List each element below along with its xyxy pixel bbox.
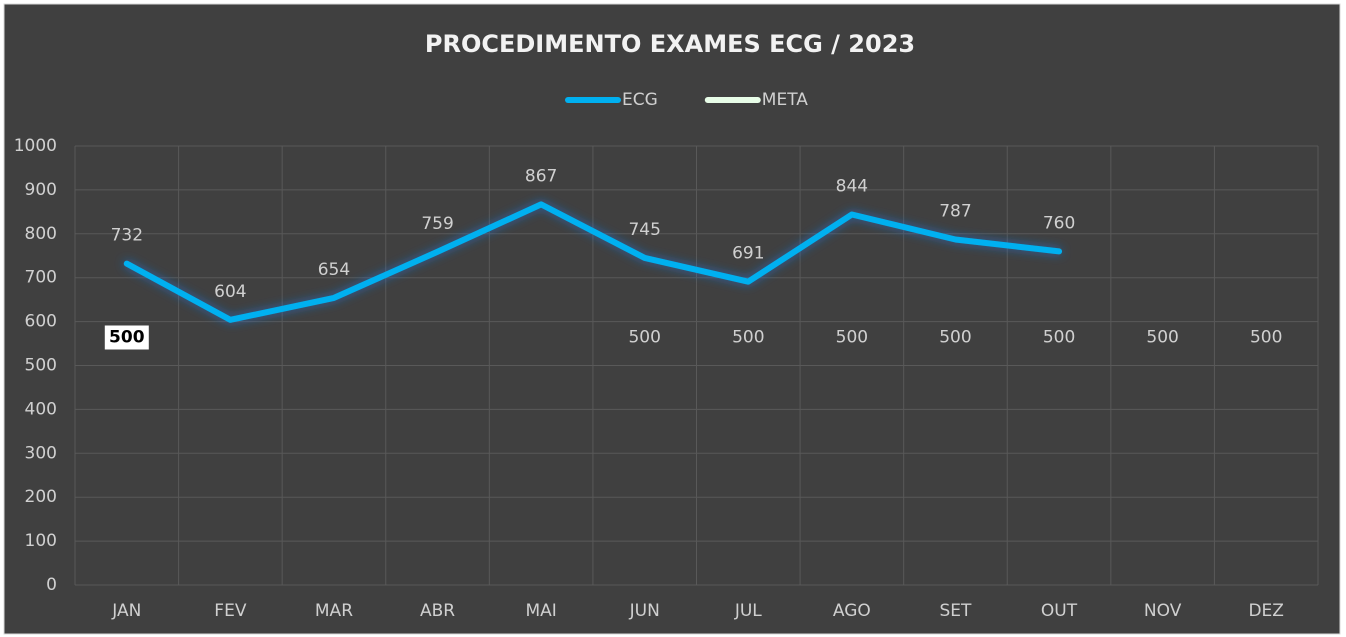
data-label: 500 — [1043, 328, 1075, 348]
data-label: 760 — [1043, 213, 1075, 233]
data-label: 787 — [939, 202, 971, 222]
y-tick-label: 800 — [25, 224, 57, 244]
y-tick-label: 900 — [25, 180, 57, 200]
data-label: 732 — [111, 226, 143, 246]
legend-label: ECG — [622, 90, 658, 110]
data-label: 500 — [939, 328, 971, 348]
data-label: 500 — [109, 328, 145, 348]
y-tick-label: 0 — [46, 575, 57, 595]
data-label: 844 — [836, 176, 868, 196]
x-tick-label: JUL — [734, 601, 762, 621]
data-label: 500 — [1250, 328, 1282, 348]
x-tick-label: JUN — [629, 601, 660, 621]
chart-background — [3, 3, 1341, 635]
legend-label: META — [762, 90, 808, 110]
data-label: 500 — [732, 328, 764, 348]
y-tick-label: 200 — [25, 487, 57, 507]
y-tick-label: 500 — [25, 356, 57, 376]
data-label: 691 — [732, 244, 764, 264]
y-tick-label: 100 — [25, 531, 57, 551]
chart-title: PROCEDIMENTO EXAMES ECG / 2023 — [425, 30, 915, 58]
y-tick-label: 1000 — [14, 136, 57, 156]
x-tick-label: ABR — [420, 601, 455, 621]
y-tick-label: 300 — [25, 443, 57, 463]
x-tick-label: OUT — [1041, 601, 1078, 621]
x-tick-label: MAI — [525, 601, 556, 621]
x-tick-label: NOV — [1144, 601, 1182, 621]
x-tick-label: AGO — [833, 601, 871, 621]
data-label: 759 — [421, 214, 453, 234]
data-label: 867 — [525, 166, 557, 186]
x-tick-label: SET — [939, 601, 972, 621]
data-label: 500 — [628, 328, 660, 348]
data-label: 604 — [214, 282, 246, 302]
data-label: 745 — [628, 220, 660, 240]
x-tick-label: JAN — [111, 601, 141, 621]
x-tick-label: FEV — [214, 601, 247, 621]
y-tick-label: 700 — [25, 268, 57, 288]
data-label: 500 — [836, 328, 868, 348]
x-tick-label: DEZ — [1248, 601, 1283, 621]
data-label-box — [104, 325, 149, 350]
y-tick-label: 400 — [25, 399, 57, 419]
data-label: 654 — [318, 260, 350, 280]
x-tick-label: MAR — [315, 601, 353, 621]
data-label: 500 — [1146, 328, 1178, 348]
series-line — [123, 201, 1063, 323]
y-tick-label: 600 — [25, 312, 57, 332]
